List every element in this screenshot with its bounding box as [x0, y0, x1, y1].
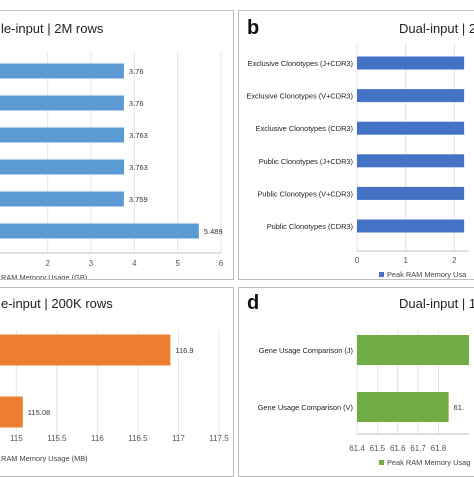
category-label-d: Gene Usage Comparison (V) [258, 403, 353, 412]
bar-b [357, 121, 465, 135]
x-tick-label-d: 61.7 [410, 444, 426, 453]
value-label-a: 3.763 [129, 131, 148, 140]
legend-label-a: RAM Memory Usage (GB) [1, 273, 87, 280]
x-tick-label-a: 3 [89, 259, 94, 268]
x-tick-label-a: 6 [219, 259, 224, 268]
x-tick-label-a: 5 [175, 259, 180, 268]
x-tick-label-c: 116 [91, 434, 104, 443]
value-label-d: 61. [454, 403, 464, 412]
panel-c: e-input | 200K rows 115 115.5 116 116.5 117 1… [0, 287, 234, 477]
chart-a: 2 3 4 5 6 3.76 3.76 3.763 3.763 3.759 5.489 RAM Mem… [0, 51, 224, 280]
panel-d: d Dual-input | 10 61.4 61.5 61.6 61.7 61.8 Ge… [238, 287, 474, 477]
bar-a [0, 63, 124, 79]
bar-a [0, 95, 124, 111]
category-label-b: Public Clonotypes (CDR3) [267, 222, 353, 231]
chart-d: 61.4 61.5 61.6 61.7 61.8 Gene Usage Compariso… [258, 330, 470, 467]
category-label-b: Exclusive Clonotypes (V+CDR3) [246, 92, 353, 101]
category-label-b: Public Clonotypes (J+CDR3) [259, 157, 353, 166]
category-label-b: Exclusive Clonotypes (CDR3) [256, 124, 353, 133]
value-label-a: 5.489 [204, 227, 223, 236]
x-tick-label-c: 117 [172, 434, 185, 443]
panel-d-label: d [247, 292, 260, 314]
bar-c [0, 334, 171, 366]
panel-a: le-input | 2M rows 2 3 4 5 6 3.76 3.76 3.763 3.7… [0, 10, 234, 280]
panel-c-title: e-input | 200K rows [1, 296, 113, 311]
value-label-a: 3.76 [129, 67, 144, 76]
value-label-c: 116.9 [175, 346, 193, 355]
x-tick-label-c: 115.5 [47, 434, 67, 443]
legend-label-d: Peak RAM Memory Usag [387, 458, 470, 467]
x-tick-label-c: 117.5 [209, 434, 229, 443]
x-tick-label-c: 116.5 [128, 434, 148, 443]
panel-b-label: b [247, 17, 260, 39]
bar-b [357, 89, 465, 103]
bar-b [357, 56, 465, 70]
bar-b [357, 154, 465, 168]
x-tick-label-a: 4 [132, 259, 137, 268]
x-tick-label-d: 61.6 [390, 444, 406, 453]
bar-d [357, 392, 449, 422]
value-label-a: 3.763 [129, 163, 148, 172]
bar-b [357, 219, 465, 233]
value-label-a: 3.76 [129, 99, 144, 108]
chart-b: 0 1 2 Exclusive Clonotypes (J+CDR3) Exclusiv… [246, 43, 469, 279]
bar-a [0, 191, 124, 207]
chart-c: 115 115.5 116 116.5 117 117.5 116.9 115.08 RAM M… [0, 330, 229, 463]
panel-b: b Dual-input | 20 0 1 2 Exclusive Clonotype… [238, 10, 474, 280]
value-label-c: 115.08 [28, 408, 50, 417]
x-tick-label-b: 2 [452, 256, 457, 265]
legend-swatch-d [379, 460, 384, 465]
x-tick-label-c: 115 [10, 434, 23, 443]
category-label-b: Exclusive Clonotypes (J+CDR3) [248, 59, 353, 68]
value-label-a: 3.759 [129, 195, 148, 204]
x-tick-label-d: 61.8 [431, 444, 447, 453]
legend-label-b: Peak RAM Memory Usa [387, 270, 467, 279]
bar-a [0, 127, 125, 143]
bar-c [0, 396, 23, 428]
x-tick-label-d: 61.4 [349, 444, 365, 453]
bar-d [357, 335, 469, 365]
bar-a [0, 223, 199, 239]
bar-b [357, 186, 465, 200]
x-tick-label-b: 1 [403, 256, 408, 265]
category-label-d: Gene Usage Comparison (J) [259, 346, 353, 355]
panel-a-title: le-input | 2M rows [1, 21, 104, 36]
legend-label-c: RAM Memory Usage (MB) [1, 454, 88, 463]
panel-b-title: Dual-input | 20 [399, 21, 474, 36]
x-tick-label-b: 0 [355, 256, 360, 265]
x-tick-label-a: 2 [45, 259, 50, 268]
x-tick-label-d: 61.5 [370, 444, 386, 453]
legend-swatch-b [379, 272, 384, 277]
panel-d-title: Dual-input | 10 [399, 296, 474, 311]
category-label-b: Public Clonotypes (V+CDR3) [257, 189, 353, 198]
bar-a [0, 159, 125, 175]
